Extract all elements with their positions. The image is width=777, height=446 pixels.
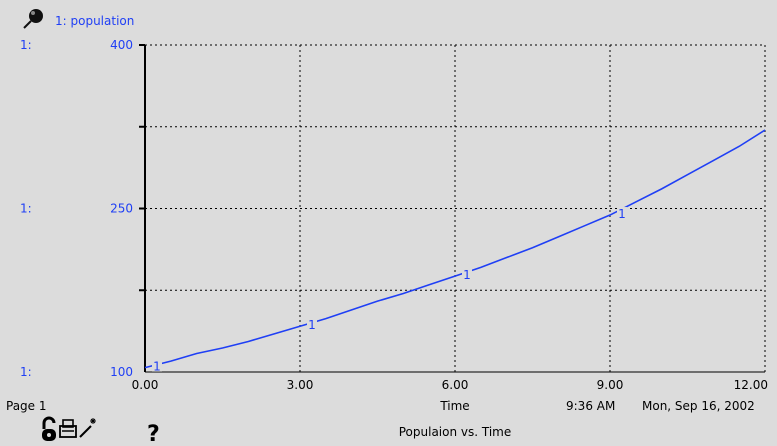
x-tick-labels: 0.00 3.00 6.00 9.00 12.00 — [132, 378, 768, 392]
x-tick-label: 9.00 — [597, 378, 624, 392]
y-tick-prefix: 1: — [20, 365, 32, 379]
y-tick-prefix: 1: — [20, 202, 32, 216]
printer-icon[interactable] — [59, 419, 77, 438]
x-tick-label: 6.00 — [442, 378, 469, 392]
series-marker-label: 1 — [463, 268, 471, 282]
series-marker-bg — [462, 268, 472, 281]
date-stamp: Mon, Sep 16, 2002 — [642, 399, 755, 413]
series-marker-label: 1 — [153, 360, 161, 374]
graph-title: Populaion vs. Time — [399, 425, 512, 439]
magic-wand-icon[interactable] — [79, 418, 96, 438]
series-marker-label: 1 — [308, 318, 316, 332]
series-marker-bg — [617, 207, 627, 220]
y-tick-label: 400 — [110, 38, 133, 52]
time-stamp: 9:36 AM — [566, 399, 615, 413]
y-tick-label: 250 — [110, 202, 133, 216]
series-marker-label: 1 — [618, 207, 626, 221]
series-marker-bg — [307, 318, 317, 331]
grid-lines — [139, 44, 766, 372]
lock-icon[interactable] — [42, 416, 56, 441]
legend-entry: 1: population — [55, 14, 134, 28]
series-marker-bg — [152, 359, 162, 372]
x-tick-label: 3.00 — [287, 378, 314, 392]
x-axis-label: Time — [439, 399, 469, 413]
help-icon[interactable]: ? — [147, 422, 160, 446]
y-tick-prefix: 1: — [20, 38, 32, 52]
y-tick-labels: 1: 100 1: 250 1: 400 — [20, 38, 133, 379]
x-tick-label: 0.00 — [132, 378, 159, 392]
x-tick-label: 12.00 — [734, 378, 768, 392]
page-label: Page 1 — [6, 399, 47, 413]
series-population: 1 1 1 1 — [144, 129, 766, 374]
y-tick-label: 100 — [110, 365, 133, 379]
series-line — [144, 129, 766, 369]
pin-icon[interactable] — [23, 9, 43, 29]
